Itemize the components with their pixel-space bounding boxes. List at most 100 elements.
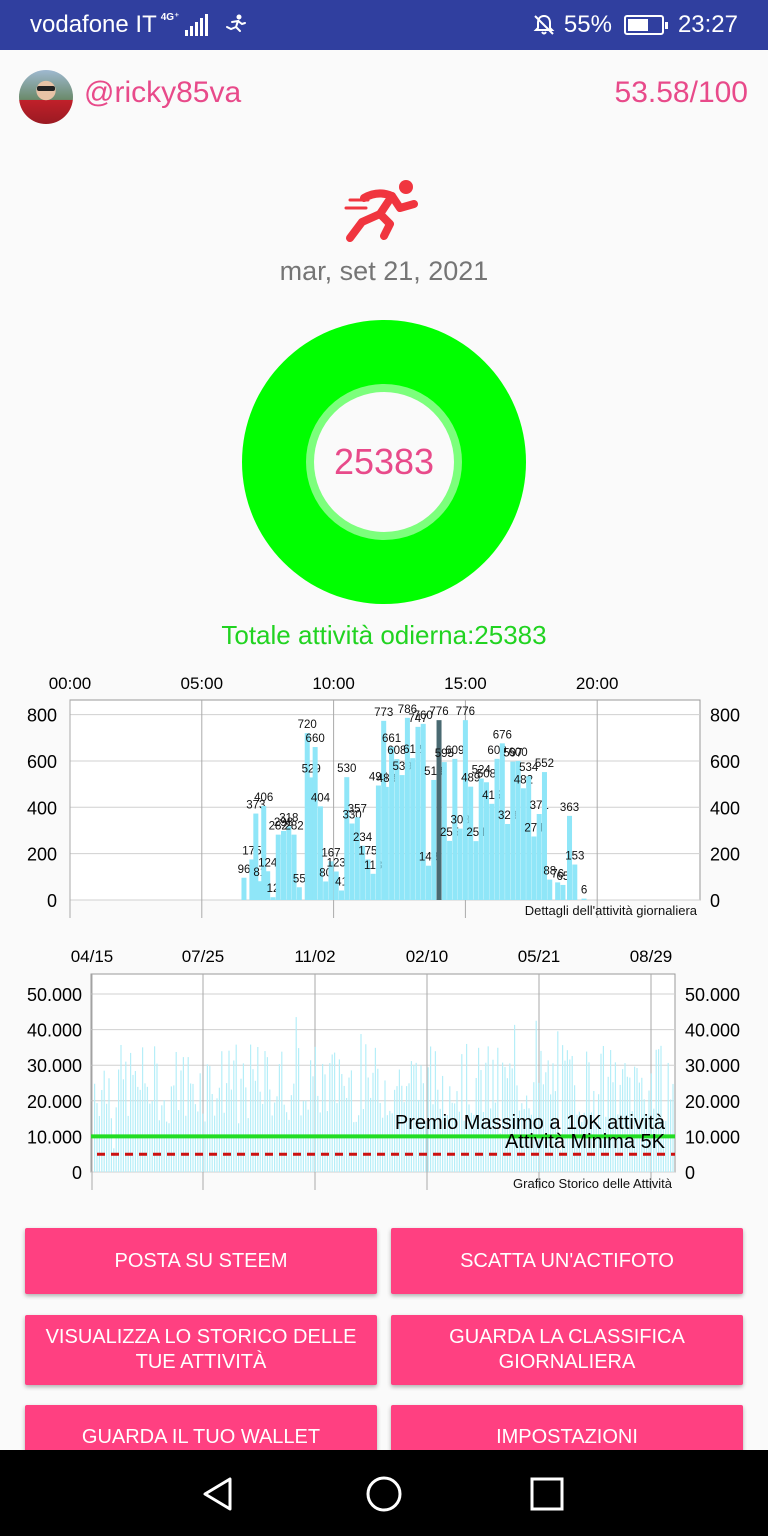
history-bar <box>322 1063 324 1172</box>
daily-bar <box>270 897 276 900</box>
activity-ring: 25383 <box>242 320 526 604</box>
daily-bar-label: 600 <box>509 747 528 759</box>
history-bar <box>338 1059 340 1172</box>
daily-bar <box>249 859 255 900</box>
history-bar <box>482 1111 484 1172</box>
history-bar <box>638 1082 640 1172</box>
post-on-steem-button[interactable]: POSTA SU STEEM <box>25 1228 377 1294</box>
daily-bar-label: 318 <box>279 812 298 824</box>
history-bar <box>245 1087 247 1172</box>
history-bar <box>413 1065 415 1172</box>
history-bar <box>223 1112 225 1172</box>
history-bar <box>473 1114 475 1172</box>
daily-top-tick: 10:00 <box>312 674 355 693</box>
history-bar <box>233 1060 235 1172</box>
battery-percent: 55% <box>563 11 612 38</box>
history-bar <box>396 1086 398 1172</box>
daily-bar <box>333 871 339 900</box>
history-y-tick-right: 40.000 <box>685 1021 740 1041</box>
daily-bar <box>489 803 495 900</box>
daily-bar <box>520 788 526 900</box>
daily-bar <box>425 865 431 900</box>
daily-bar <box>452 758 458 900</box>
history-bar <box>554 1091 556 1172</box>
history-bar <box>103 1070 105 1172</box>
history-bar <box>314 1046 316 1172</box>
daily-bar <box>547 879 553 900</box>
take-actiphoto-button[interactable]: SCATTA UN'ACTIFOTO <box>391 1228 743 1294</box>
daily-bar <box>431 779 437 900</box>
history-bar <box>298 1048 300 1172</box>
history-bar <box>590 1112 592 1172</box>
daily-bar <box>308 777 314 900</box>
history-bar <box>492 1059 494 1172</box>
view-history-button[interactable]: VISUALIZZA LO STORICO DELLE TUE ATTIVITÀ <box>25 1315 377 1385</box>
history-bar <box>286 1112 288 1172</box>
history-bar <box>372 1072 374 1172</box>
history-bar <box>288 1119 290 1172</box>
daily-bar <box>499 743 505 900</box>
history-bar <box>425 1120 427 1172</box>
history-chart-svg: 50.000 50.000 40.000 40.000 30.000 30.000 20.0… <box>27 947 740 1191</box>
daily-top-tick: 00:00 <box>49 674 92 693</box>
history-bar <box>398 1069 400 1172</box>
daily-bar-label: 608 <box>387 745 406 757</box>
daily-y-tick-right: 0 <box>710 891 720 911</box>
history-top-tick: 04/15 <box>71 947 114 966</box>
history-bar <box>509 1063 511 1172</box>
history-bar <box>154 1046 156 1172</box>
history-bar <box>550 1094 552 1172</box>
history-bar <box>94 1083 96 1172</box>
history-bar <box>586 1051 588 1172</box>
history-bar <box>319 1112 321 1172</box>
daily-bar <box>399 775 405 900</box>
history-bar <box>542 1084 544 1172</box>
history-bar <box>458 1111 460 1172</box>
history-bar <box>110 1118 112 1172</box>
daily-bar <box>265 871 271 900</box>
history-y-tick-left: 0 <box>72 1163 82 1183</box>
history-bar <box>365 1044 367 1172</box>
daily-leaderboard-button[interactable]: GUARDA LA CLASSIFICA GIORNALIERA <box>391 1315 743 1385</box>
history-bar <box>259 1091 261 1172</box>
clock: 23:27 <box>677 11 738 38</box>
daily-bar <box>567 815 573 900</box>
history-bar <box>190 1083 192 1172</box>
history-bar <box>108 1078 110 1172</box>
daily-top-tick: 15:00 <box>444 674 487 693</box>
home-icon[interactable] <box>364 1474 404 1514</box>
daily-bar <box>328 861 334 900</box>
daily-bar <box>281 830 287 900</box>
history-bar <box>115 1107 117 1172</box>
daily-chart-caption: Dettagli dell'attività giornaliera <box>525 903 698 918</box>
history-top-tick: 08/29 <box>630 947 673 966</box>
history-bar <box>300 1115 302 1172</box>
daily-bar <box>478 778 484 900</box>
history-bar <box>636 1068 638 1172</box>
daily-bar-label: 609 <box>445 745 464 757</box>
history-y-tick-right: 0 <box>685 1163 695 1183</box>
daily-bar <box>515 760 521 900</box>
daily-bar-label: 747 <box>408 713 427 725</box>
history-bar <box>204 1121 206 1172</box>
daily-bar-label: 363 <box>560 802 579 814</box>
daily-bar-label: 373 <box>246 800 265 812</box>
history-bar <box>434 1051 436 1172</box>
profile-header: @ricky85va 53.58/100 <box>0 50 768 140</box>
history-bar <box>235 1044 237 1172</box>
history-bar <box>142 1047 144 1172</box>
username[interactable]: @ricky85va <box>84 76 242 109</box>
history-bar <box>617 1114 619 1172</box>
daily-bar-label: 76 <box>551 868 564 880</box>
recents-icon[interactable] <box>527 1474 567 1514</box>
daily-bar <box>572 864 578 900</box>
daily-bar-label: 55 <box>293 873 306 885</box>
history-bar <box>326 1111 328 1172</box>
history-bar <box>250 1044 252 1172</box>
avatar[interactable] <box>19 70 73 124</box>
back-icon[interactable] <box>200 1474 240 1514</box>
daily-bar-label: 595 <box>435 748 454 760</box>
daily-top-tick: 20:00 <box>576 674 619 693</box>
daily-y-tick-right: 200 <box>710 845 740 865</box>
daily-bar <box>365 859 371 900</box>
